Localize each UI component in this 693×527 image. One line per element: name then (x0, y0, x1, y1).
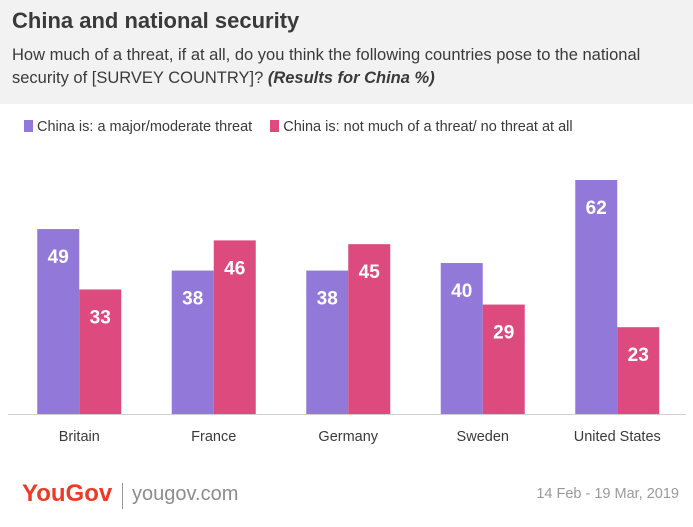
yougov-logo: YouGov (22, 480, 113, 507)
subtitle-text: How much of a threat, if at all, do you … (12, 46, 641, 87)
legend: China is: a major/moderate threat China … (24, 119, 587, 135)
legend-swatch-threat (24, 120, 33, 132)
legend-item-no-threat: China is: not much of a threat/ no threa… (270, 119, 573, 135)
bar-britain-no-threat (79, 289, 122, 414)
legend-item-threat: China is: a major/moderate threat (24, 119, 252, 135)
data-label-britain-threat: 49 (48, 247, 69, 268)
bar-germany-no-threat (348, 244, 391, 414)
category-label-france: France (191, 429, 236, 445)
bar-britain-threat (37, 229, 80, 414)
legend-swatch-no-threat (270, 120, 280, 132)
data-label-france-no-threat: 46 (224, 258, 245, 279)
subtitle-emphasis: (Results for China %) (267, 69, 435, 87)
category-label-sweden: Sweden (457, 429, 509, 445)
footer-date: 14 Feb - 19 Mar, 2019 (536, 486, 679, 502)
bar-united-states-threat (575, 180, 618, 414)
bar-sweden-no-threat (482, 304, 525, 414)
category-label-germany: Germany (318, 429, 378, 445)
data-label-germany-threat: 38 (317, 289, 338, 310)
category-label-united-states: United States (574, 429, 661, 445)
header-panel: China and national security How much of … (0, 0, 693, 104)
bar-united-states-no-threat (617, 327, 660, 414)
footer-url: yougov.com (132, 483, 239, 505)
data-label-france-threat: 38 (182, 289, 203, 310)
bar-chart: 49 33 Britain 38 46 France 38 45 Germany 40 29 Swed… (8, 180, 686, 445)
chart-subtitle: How much of a threat, if at all, do you … (12, 44, 682, 90)
data-label-sweden-threat: 40 (451, 281, 472, 302)
data-label-united-states-threat: 62 (586, 198, 607, 219)
bar-sweden-threat (440, 263, 483, 414)
data-label-united-states-no-threat: 23 (628, 345, 649, 366)
bar-france-threat (171, 270, 214, 414)
bar-germany-threat (306, 270, 349, 414)
bar-france-no-threat (213, 240, 256, 414)
data-label-sweden-no-threat: 29 (493, 323, 514, 344)
data-label-britain-no-threat: 33 (90, 307, 111, 328)
legend-label-threat: China is: a major/moderate threat (37, 119, 253, 135)
footer-divider (122, 483, 123, 509)
chart-title: China and national security (12, 8, 300, 33)
category-label-britain: Britain (59, 429, 100, 445)
data-label-germany-no-threat: 45 (359, 262, 381, 283)
legend-label-no-threat: China is: not much of a threat/ no threa… (283, 119, 573, 135)
